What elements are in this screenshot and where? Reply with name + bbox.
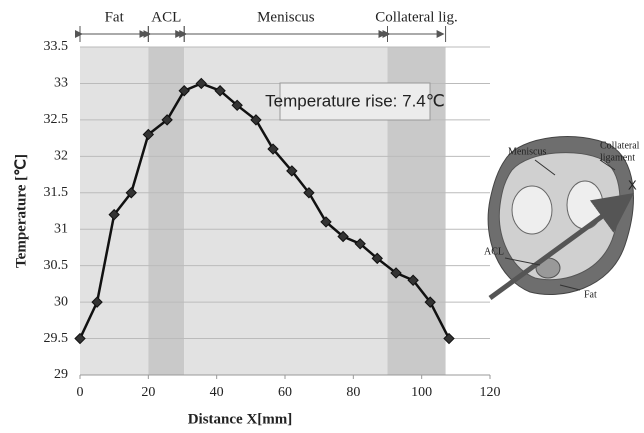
x-axis-label: Distance X[mm] — [188, 411, 293, 427]
diagram-label: X — [628, 177, 637, 192]
x-tick-label: 80 — [346, 385, 360, 400]
data-point — [320, 216, 332, 228]
data-point — [354, 238, 366, 250]
region-label: Collateral lig. — [375, 9, 457, 25]
annotation: Temperature rise: 7.4℃ — [265, 91, 445, 110]
data-point — [91, 296, 103, 308]
data-point — [286, 165, 298, 177]
data-point — [371, 252, 383, 265]
x-arrow — [488, 193, 635, 301]
x-tick-label: 60 — [278, 385, 292, 400]
diagram-label: ligament — [600, 152, 635, 163]
x-tick-label: 100 — [411, 385, 432, 400]
y-axis-label: Temperature [℃] — [13, 154, 29, 268]
x-tick-label: 0 — [77, 385, 84, 400]
y-tick-label: 29 — [54, 367, 68, 382]
x-tick-label: 20 — [141, 385, 155, 400]
diagram-label: Fat — [584, 289, 597, 300]
condyle — [511, 185, 553, 235]
data-point — [125, 187, 137, 199]
y-tick-label: 33 — [54, 76, 68, 91]
data-point — [178, 85, 190, 97]
x-tick-label: 40 — [210, 385, 224, 400]
diagram-label: ACL — [484, 246, 504, 257]
data-point — [214, 85, 226, 97]
data-point — [250, 114, 262, 126]
data-point — [303, 187, 315, 199]
y-tick-label: 31 — [54, 221, 68, 236]
y-tick-label: 29.5 — [44, 331, 69, 346]
diagram-label: Collateral — [600, 140, 640, 151]
knee-diagram: Meniscus Collateral ligament X ACL Fat — [484, 136, 640, 301]
diagram-label: Meniscus — [508, 146, 546, 157]
annotation-box — [279, 82, 431, 121]
x-tick-label: 120 — [480, 385, 501, 400]
data-point — [108, 208, 120, 221]
region — [148, 47, 185, 375]
data-point — [443, 332, 455, 345]
leader — [534, 159, 556, 176]
region-label: ACL — [151, 9, 181, 25]
y-tick-label: 31.5 — [44, 185, 69, 200]
y-tick-label: 33.5 — [44, 39, 69, 54]
data-point — [424, 296, 436, 308]
data-point — [407, 274, 419, 286]
leader — [559, 284, 581, 291]
y-tick-label: 30.5 — [44, 258, 69, 273]
data-point — [195, 77, 207, 90]
data-point — [390, 267, 402, 279]
data-point — [267, 143, 279, 155]
data-point — [161, 114, 173, 126]
leader — [504, 257, 541, 266]
data-point — [231, 99, 243, 112]
region-label: Meniscus — [257, 9, 315, 25]
region-label: Fat — [105, 9, 125, 25]
data-point — [337, 230, 349, 243]
plot-area: Fat ACL Meniscus Collateral lig. 29 29.5 30 30.… — [44, 9, 501, 400]
data-line — [78, 82, 451, 340]
y-tick-label: 32.5 — [44, 112, 69, 127]
y-tick-label: 30 — [54, 294, 68, 309]
data-point — [142, 128, 155, 141]
leader — [599, 159, 616, 171]
data-point — [74, 332, 86, 345]
y-tick-label: 32 — [54, 149, 68, 164]
